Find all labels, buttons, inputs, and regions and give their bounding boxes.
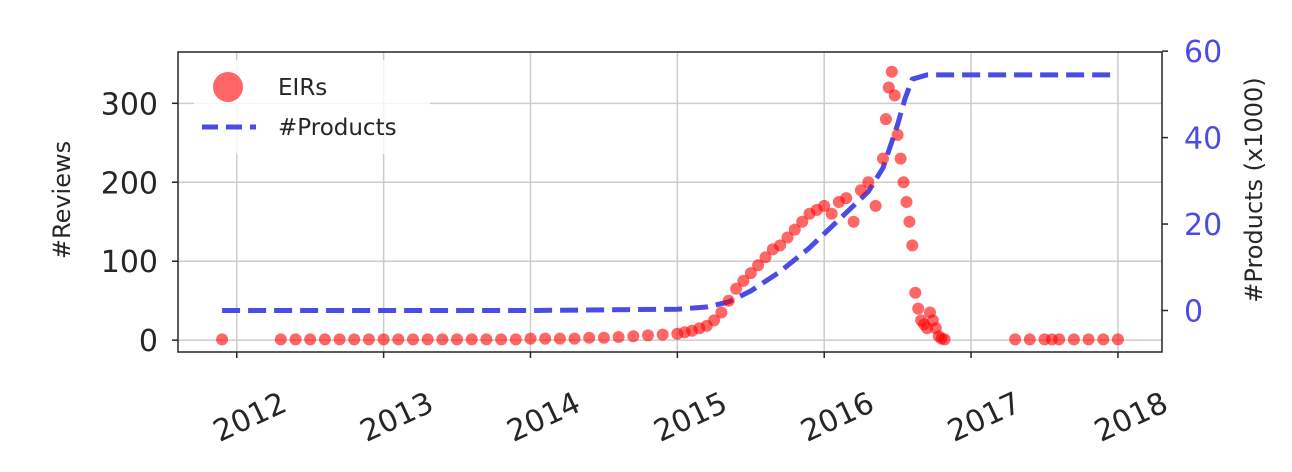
y-axis-ticks: 0 100 200 300: [101, 87, 178, 359]
eirs-point: [879, 113, 892, 126]
y2-axis-ticks: 0 20 40 60: [1162, 35, 1222, 330]
eirs-point: [909, 286, 922, 299]
eirs-point: [897, 176, 910, 189]
eirs-point: [304, 333, 317, 346]
eirs-point: [788, 223, 801, 236]
y-tick-label: 200: [101, 166, 158, 201]
eirs-point: [553, 332, 566, 345]
eirs-point: [656, 328, 669, 341]
eirs-point: [900, 196, 913, 208]
eirs-point: [583, 331, 596, 344]
eirs-point: [377, 333, 390, 346]
eirs-point: [1082, 333, 1095, 346]
eirs-point: [509, 333, 522, 346]
eirs-point: [752, 259, 765, 272]
eirs-point: [744, 267, 757, 280]
eirs-point: [597, 331, 610, 344]
eirs-point: [722, 294, 735, 307]
eirs-point: [862, 176, 875, 189]
eirs-point: [421, 333, 434, 346]
eirs-point: [885, 65, 898, 78]
eirs-point: [854, 184, 867, 197]
eirs-point: [392, 333, 405, 346]
eirs-point: [891, 128, 904, 141]
eirs-point: [348, 333, 361, 346]
eirs-point: [1053, 333, 1066, 346]
eirs-point: [781, 231, 794, 244]
y-tick-label: 100: [101, 245, 158, 280]
eirs-point: [715, 306, 728, 319]
eirs-point: [847, 215, 860, 228]
eirs-point: [1097, 333, 1110, 346]
eirs-point: [289, 333, 302, 346]
eirs-point: [612, 331, 625, 343]
y-axis-label: #Reviews: [48, 141, 76, 259]
eirs-point: [318, 333, 331, 346]
eirs-point: [539, 332, 552, 345]
eirs-point: [877, 152, 889, 165]
legend-eirs-marker: [213, 72, 243, 102]
eirs-point: [451, 333, 463, 346]
eirs-point: [1111, 333, 1124, 346]
eirs-series: [216, 65, 1124, 346]
y-tick-label: 0: [139, 324, 158, 359]
eirs-point: [436, 333, 449, 346]
y2-tick-label: 20: [1184, 208, 1222, 243]
eirs-point: [524, 332, 537, 345]
eirs-point: [938, 333, 951, 346]
eirs-point: [912, 302, 925, 315]
y2-tick-label: 60: [1184, 35, 1222, 70]
eirs-point: [1009, 333, 1022, 346]
eirs-point: [627, 330, 640, 343]
eirs-point: [480, 333, 493, 346]
y2-axis-label: #Products (x1000): [1240, 77, 1268, 302]
y2-tick-label: 0: [1184, 295, 1203, 330]
legend-products-label: #Products: [278, 115, 397, 141]
eirs-point: [818, 199, 831, 212]
eirs-point: [333, 333, 346, 346]
eirs-point: [825, 207, 838, 220]
y-tick-label: 300: [101, 87, 158, 122]
eirs-point: [730, 282, 743, 295]
y2-tick-label: 40: [1184, 122, 1222, 157]
eirs-point: [216, 333, 229, 346]
eirs-point: [362, 333, 375, 346]
eirs-point: [1023, 333, 1036, 346]
products-line: [222, 72, 1118, 313]
legend-eirs-label: EIRs: [278, 75, 327, 101]
eirs-point: [774, 239, 787, 252]
eirs-point: [708, 314, 721, 327]
eirs-point: [903, 215, 916, 228]
eirs-point: [568, 332, 581, 345]
eirs-point: [869, 199, 882, 212]
eirs-point: [1067, 333, 1080, 346]
eirs-point: [894, 152, 907, 165]
eirs-point: [796, 215, 809, 228]
eirs-point: [840, 192, 853, 205]
eirs-point: [888, 89, 901, 102]
legend: EIRs #Products: [194, 60, 430, 154]
plot-frame: [177, 51, 1163, 353]
eirs-point: [407, 333, 419, 346]
eirs-point: [274, 333, 287, 346]
eirs-point: [906, 239, 919, 252]
eirs-point: [642, 329, 654, 342]
eirs-point: [495, 333, 508, 346]
products-series: [222, 72, 1118, 313]
eirs-point: [759, 251, 772, 264]
eirs-point: [737, 274, 750, 287]
eirs-point: [465, 333, 478, 346]
